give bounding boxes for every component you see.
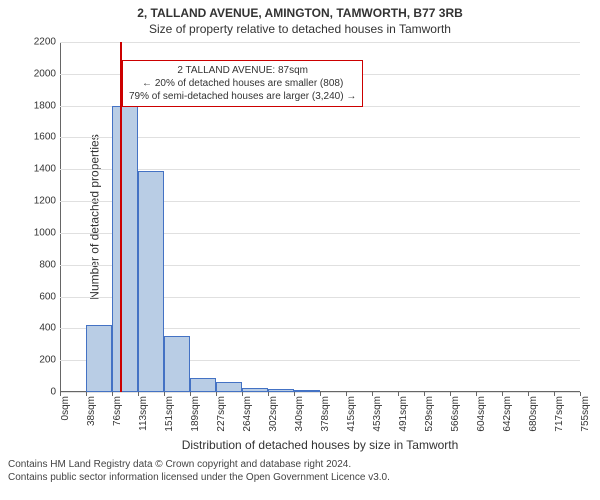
annotation-line: 2 TALLAND AVENUE: 87sqm	[129, 64, 356, 77]
x-tick-label: 189sqm	[190, 396, 201, 432]
chart-plot: 0200400600800100012001400160018002000220…	[60, 42, 580, 392]
histogram-bar	[112, 106, 137, 392]
x-tick-label: 264sqm	[242, 396, 253, 432]
y-tick-label: 400	[39, 323, 60, 334]
x-tick-label: 38sqm	[86, 396, 97, 426]
footer-line-1: Contains HM Land Registry data © Crown c…	[8, 458, 592, 471]
y-tick-label: 1400	[34, 164, 60, 175]
x-tick-label: 529sqm	[424, 396, 435, 432]
x-tick-label: 76sqm	[112, 396, 123, 426]
x-tick-label: 453sqm	[372, 396, 383, 432]
y-tick-label: 1000	[34, 227, 60, 238]
x-axis-label: Distribution of detached houses by size …	[60, 434, 580, 452]
histogram-bar	[164, 336, 190, 392]
x-tick-label: 227sqm	[216, 396, 227, 432]
y-tick-label: 1200	[34, 196, 60, 207]
y-tick-label: 600	[39, 291, 60, 302]
annotation-box: 2 TALLAND AVENUE: 87sqm← 20% of detached…	[122, 60, 363, 107]
x-tick-label: 415sqm	[346, 396, 357, 432]
footer-line-2: Contains public sector information licen…	[8, 471, 592, 484]
chart-area: Number of detached properties 0200400600…	[60, 42, 580, 392]
x-tick-label: 491sqm	[398, 396, 409, 432]
x-tick-label: 642sqm	[502, 396, 513, 432]
x-tick-label: 151sqm	[164, 396, 175, 432]
grid-line	[60, 42, 580, 43]
footer-attribution: Contains HM Land Registry data © Crown c…	[0, 452, 600, 484]
title-subtitle: Size of property relative to detached ho…	[0, 20, 600, 42]
x-tick-label: 113sqm	[138, 396, 149, 431]
x-tick-label: 604sqm	[476, 396, 487, 432]
x-tick-label: 378sqm	[320, 396, 331, 432]
histogram-bar	[216, 382, 241, 392]
x-tick-label: 755sqm	[580, 396, 591, 432]
title-address: 2, TALLAND AVENUE, AMINGTON, TAMWORTH, B…	[0, 0, 600, 20]
annotation-line: ← 20% of detached houses are smaller (80…	[129, 77, 356, 90]
y-axis-line	[60, 42, 61, 392]
x-tick-labels-row: 0sqm 38sqm 76sqm 113sqm 151sqm 189sqm 227sqm 26…	[60, 392, 580, 434]
histogram-bar	[190, 378, 216, 392]
y-tick-label: 800	[39, 259, 60, 270]
y-tick-label: 2200	[34, 37, 60, 48]
y-tick-label: 2000	[34, 68, 60, 79]
y-tick-label: 200	[39, 355, 60, 366]
x-tick-label: 680sqm	[528, 396, 539, 432]
x-tick-label: 0sqm	[60, 396, 71, 420]
x-tick-label: 566sqm	[450, 396, 461, 432]
x-tick-label: 340sqm	[294, 396, 305, 432]
x-tick-label: 302sqm	[268, 396, 279, 432]
y-tick-label: 0	[50, 387, 60, 398]
histogram-bar	[86, 325, 112, 392]
x-tick-label: 717sqm	[554, 396, 565, 432]
grid-line	[60, 137, 580, 138]
y-tick-label: 1600	[34, 132, 60, 143]
y-tick-label: 1800	[34, 100, 60, 111]
histogram-bar	[138, 171, 164, 392]
annotation-line: 79% of semi-detached houses are larger (…	[129, 90, 356, 103]
